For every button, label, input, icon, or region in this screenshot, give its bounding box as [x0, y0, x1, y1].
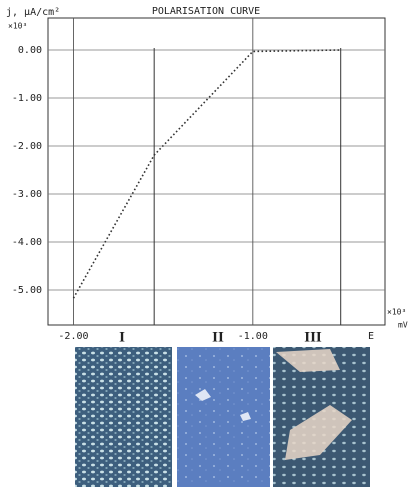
x-tick-label: -1.00 [238, 331, 268, 342]
x-axis-label: mV [398, 321, 408, 330]
y-tick-label: -2.00 [12, 141, 42, 152]
micrograph-1 [75, 347, 172, 487]
micrograph-feature [195, 389, 251, 421]
y-tick-label: -5.00 [12, 285, 42, 296]
region-label: II [212, 329, 224, 345]
data-line [72, 49, 341, 299]
micrograph-2 [177, 347, 270, 487]
plot-frame [47, 17, 386, 326]
end-marker: E [368, 331, 374, 342]
x-multiplier: ×10³ [387, 308, 406, 317]
y-multiplier: ×10³ [8, 22, 27, 31]
y-tick-label: -1.00 [12, 93, 42, 104]
y-axis-label: j, μA/cm² [6, 7, 60, 18]
region-label: I [119, 329, 125, 345]
y-tick-label: -3.00 [12, 189, 42, 200]
y-tick-label: 0.00 [18, 45, 42, 56]
y-tick-label: -4.00 [12, 237, 42, 248]
region-label: III [304, 329, 322, 345]
chart-title: POLARISATION CURVE [152, 6, 260, 17]
micrograph-feature [276, 349, 352, 460]
x-tick-label: -2.00 [58, 331, 88, 342]
